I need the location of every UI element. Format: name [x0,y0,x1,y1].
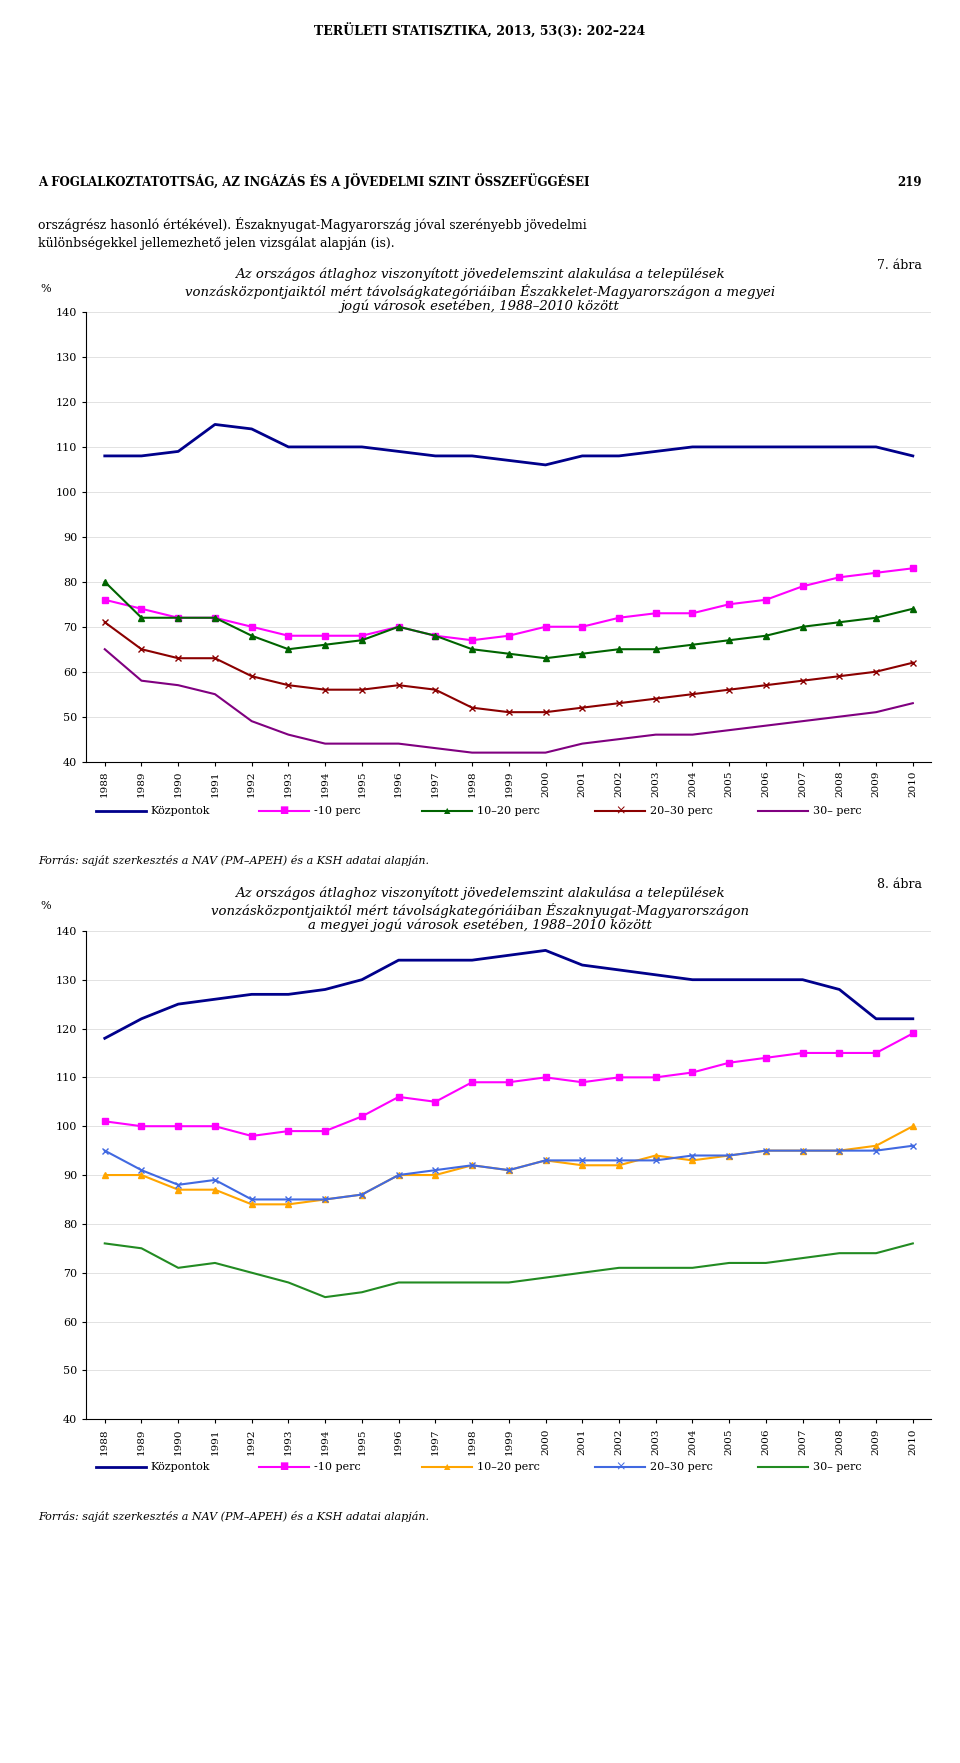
Text: -10 perc: -10 perc [314,1462,361,1472]
Text: különbségekkel jellemezhető jelen vizsgálat alapján (is).: különbségekkel jellemezhető jelen vizsgá… [38,236,395,250]
Text: jogú városok esetében, 1988–2010 között: jogú városok esetében, 1988–2010 között [341,300,619,314]
Text: Forrás: saját szerkesztés a NAV (PM–APEH) és a KSH adatai alapján.: Forrás: saját szerkesztés a NAV (PM–APEH… [38,1511,429,1521]
Text: 30– perc: 30– perc [813,806,862,816]
Text: ■: ■ [279,806,289,816]
Text: 30– perc: 30– perc [813,1462,862,1472]
Text: országrész hasonló értékével). Északnyugat-Magyarország jóval szerényebb jövedel: országrész hasonló értékével). Északnyug… [38,217,588,233]
Text: Központok: Központok [151,1462,210,1472]
Text: %: % [40,284,51,294]
Text: Központok: Központok [151,806,210,816]
Text: 20–30 perc: 20–30 perc [650,806,712,816]
Text: ×: × [615,804,625,818]
Text: Forrás: saját szerkesztés a NAV (PM–APEH) és a KSH adatai alapján.: Forrás: saját szerkesztés a NAV (PM–APEH… [38,855,429,866]
Text: a megyei jogú városok esetében, 1988–2010 között: a megyei jogú városok esetében, 1988–201… [308,919,652,933]
Text: 8. ábra: 8. ábra [876,878,922,890]
Text: vonzásközpontjaiktól mért távolságkategóriáiban Északkelet-Magyarországon a megy: vonzásközpontjaiktól mért távolságkategó… [185,284,775,300]
Text: 10–20 perc: 10–20 perc [477,1462,540,1472]
Text: ▲: ▲ [444,1463,450,1470]
Text: TERÜLETI STATISZTIKA, 2013, 53(3): 202–224: TERÜLETI STATISZTIKA, 2013, 53(3): 202–2… [314,23,646,39]
Text: vonzásközpontjaiktól mért távolságkategóriáiban Északnyugat-Magyarországon: vonzásközpontjaiktól mért távolságkategó… [211,903,749,919]
Text: ▲: ▲ [444,807,450,815]
Text: 10–20 perc: 10–20 perc [477,806,540,816]
Text: A FOGLALKOZTATOTTSÁG, AZ INGÁZÁS ÉS A JÖVEDELMI SZINT ÖSSZEFÜGGÉSEI: A FOGLALKOZTATOTTSÁG, AZ INGÁZÁS ÉS A JÖ… [38,173,589,189]
Text: ×: × [615,1460,625,1474]
Text: 7. ábra: 7. ábra [876,259,922,272]
Text: %: % [40,901,51,911]
Text: -10 perc: -10 perc [314,806,361,816]
Text: 20–30 perc: 20–30 perc [650,1462,712,1472]
Text: Az országos átlaghoz viszonyított jövedelemszint alakulása a települések: Az országos átlaghoz viszonyított jövede… [235,887,725,901]
Text: Az országos átlaghoz viszonyított jövedelemszint alakulása a települések: Az országos átlaghoz viszonyított jövede… [235,268,725,282]
Text: 219: 219 [897,176,922,189]
Text: ■: ■ [279,1462,289,1472]
